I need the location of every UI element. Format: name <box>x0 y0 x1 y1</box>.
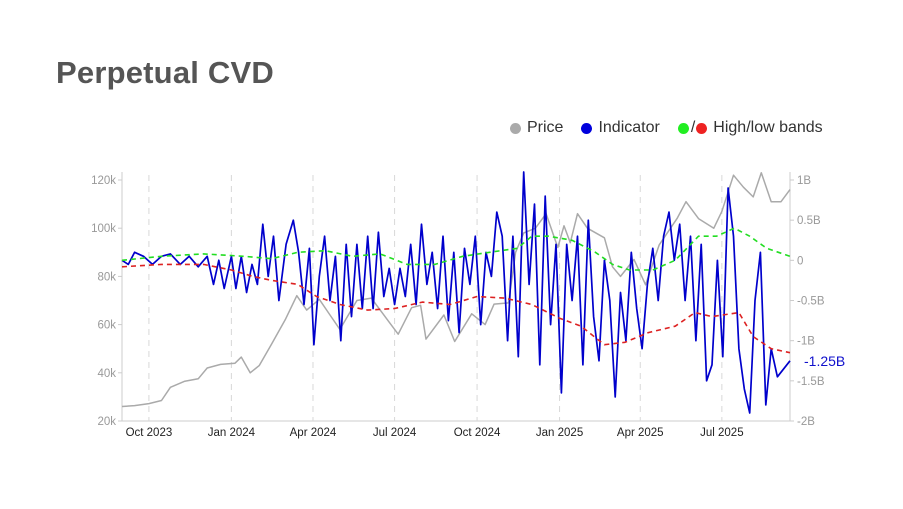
x-tick-label: Jan 2024 <box>208 427 256 439</box>
x-tick-label: Apr 2024 <box>290 427 337 439</box>
series-line-high-band <box>121 227 791 271</box>
legend-item-bands[interactable]: / High/low bands <box>677 119 823 137</box>
low-band-dot-icon <box>696 122 708 134</box>
y-right-tick-label: 0 <box>797 255 803 267</box>
y-left-tick-label: 80k <box>97 271 116 283</box>
legend-label-price: Price <box>527 119 564 136</box>
x-tick-label: Jul 2025 <box>700 427 743 439</box>
y-left-tick-label: 40k <box>97 368 116 380</box>
price-dot-icon <box>510 122 521 134</box>
legend-label-bands: High/low bands <box>713 119 823 136</box>
high-band-dot-icon <box>677 122 689 134</box>
legend-item-price[interactable]: Price <box>510 119 563 137</box>
y-left-tick-label: 120k <box>91 175 116 187</box>
y-right-tick-label: -1B <box>797 336 815 348</box>
legend-item-indicator[interactable]: Indicator <box>581 119 660 137</box>
x-tick-label: Oct 2024 <box>454 427 501 439</box>
series-line-low-band <box>121 263 791 354</box>
series-line-price <box>121 172 791 408</box>
x-tick-label: Jan 2025 <box>536 427 583 439</box>
x-tick-label: Oct 2023 <box>126 427 173 439</box>
chart-title: Perpetual CVD <box>56 55 274 90</box>
legend-label-indicator: Indicator <box>598 119 660 136</box>
series-line-indicator <box>121 171 791 414</box>
y-right-tick-label: 1B <box>797 175 811 187</box>
last-value-label: -1.25B <box>804 353 845 369</box>
legend-bands-slash: / <box>690 119 696 136</box>
y-left-tick-label: 60k <box>97 320 116 332</box>
x-tick-label: Jul 2024 <box>373 427 417 439</box>
y-right-tick-label: 0.5B <box>797 215 821 227</box>
indicator-dot-icon <box>581 122 593 134</box>
x-tick-label: Apr 2025 <box>617 427 664 439</box>
y-right-tick-label: -1.5B <box>797 376 825 388</box>
y-right-tick-label: -0.5B <box>797 296 825 308</box>
y-left-tick-label: 20k <box>97 416 116 428</box>
chart-legend: Price Indicator / High/low bands <box>510 119 841 137</box>
y-left-tick-label: 100k <box>91 223 116 235</box>
y-right-tick-label: -2B <box>797 416 815 428</box>
